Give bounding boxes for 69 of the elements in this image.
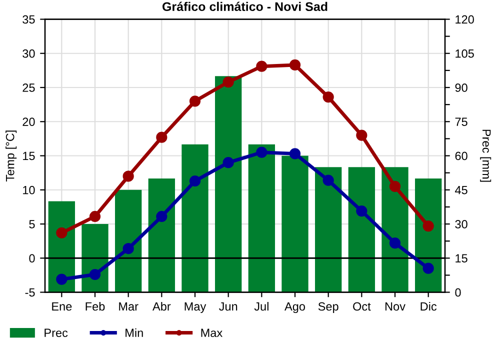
- y-tick-label: 0: [29, 254, 35, 263]
- point: [89, 210, 101, 222]
- point: [289, 59, 301, 71]
- y-axis-title: Temp [°C]: [6, 130, 17, 182]
- bar: [415, 178, 442, 292]
- point: [289, 148, 301, 160]
- legend-label: Max: [201, 328, 222, 338]
- legend-label: Prec: [44, 328, 68, 338]
- x-tick-label: Ene: [52, 302, 72, 311]
- point: [422, 220, 434, 232]
- y2-axis-title: Prec [mm]: [480, 130, 492, 182]
- point: [189, 175, 201, 187]
- bar: [348, 167, 375, 292]
- point: [389, 180, 401, 192]
- point: [56, 274, 68, 285]
- bar: [248, 144, 275, 292]
- point: [356, 130, 368, 141]
- point: [256, 60, 268, 72]
- point: [322, 174, 334, 186]
- x-tick-label: Feb: [86, 302, 105, 311]
- y2-tick-label: 0: [455, 288, 461, 297]
- x-tick-label: Sep: [318, 302, 338, 313]
- y-tick-label: 25: [22, 84, 35, 92]
- bar: [182, 144, 208, 292]
- y2-tick-label: 75: [455, 118, 468, 126]
- x-tick-label: Jun: [219, 302, 238, 311]
- bar: [115, 190, 142, 292]
- y-tick-label: 30: [22, 49, 35, 58]
- point: [189, 96, 201, 107]
- y2-tick-label: 60: [455, 152, 468, 160]
- y2-tick-label: 120: [456, 15, 474, 24]
- chart-title: Gráfico climático - Novi Sad: [162, 2, 328, 12]
- y-tick-label: 15: [23, 152, 35, 160]
- bar: [148, 178, 175, 292]
- y2-tick-label: 15: [456, 254, 468, 263]
- point: [222, 157, 234, 168]
- point: [222, 76, 234, 88]
- y-tick-label: 20: [22, 118, 35, 126]
- y-tick-label: 10: [23, 186, 35, 194]
- point: [256, 146, 268, 158]
- point: [122, 170, 134, 182]
- point: [56, 227, 68, 238]
- x-tick-label: Mar: [119, 302, 138, 311]
- y-tick-label: 5: [29, 220, 35, 228]
- y-tick-label: -5: [25, 288, 35, 297]
- y2-tick-label: 90: [455, 84, 468, 92]
- x-tick-label: Nov: [385, 302, 406, 311]
- x-tick-label: Ago: [284, 302, 306, 313]
- legend-label: Min: [126, 328, 143, 337]
- bar: [215, 76, 242, 292]
- point: [156, 132, 168, 143]
- y2-tick-label: 105: [456, 49, 474, 58]
- point: [322, 92, 334, 103]
- x-tick-label: Oct: [353, 302, 371, 311]
- x-tick-label: Jul: [254, 302, 268, 311]
- x-tick-label: May: [184, 302, 206, 313]
- point: [122, 243, 134, 254]
- y2-tick-label: 45: [454, 186, 468, 194]
- bar: [282, 156, 308, 292]
- point: [89, 268, 101, 280]
- point: [422, 262, 434, 274]
- point: [389, 238, 401, 249]
- x-tick-label: Abr: [152, 302, 171, 311]
- point: [156, 210, 168, 222]
- y-tick-label: 35: [22, 15, 35, 24]
- y2-tick-label: 30: [455, 220, 468, 228]
- x-tick-label: Dic: [420, 302, 437, 311]
- bar: [315, 167, 342, 292]
- point: [356, 205, 368, 217]
